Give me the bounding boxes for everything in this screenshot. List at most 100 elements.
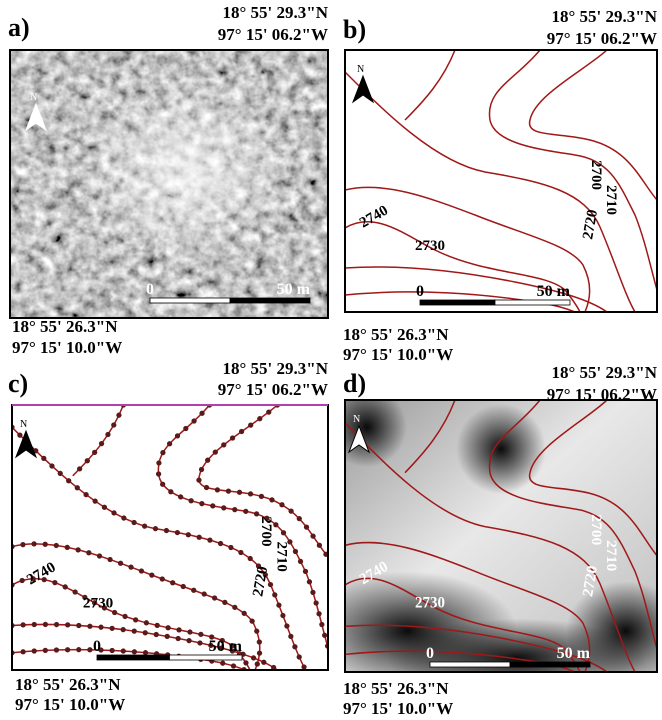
contour-point [75, 485, 80, 490]
contour-point [54, 647, 59, 652]
contour-point [272, 592, 277, 597]
contour-point [197, 640, 202, 645]
contour-point [111, 422, 116, 427]
contour-point [97, 553, 102, 558]
contour-point [238, 550, 243, 555]
contour-point [191, 418, 196, 423]
contour-point [111, 510, 116, 515]
contour-label: 2730 [415, 238, 445, 254]
contour-point [160, 450, 165, 455]
scale-label: 0 [93, 638, 101, 655]
contour-point [54, 543, 59, 548]
contour-point [63, 584, 68, 589]
contour-point [221, 442, 226, 447]
coordinate: 18° 55' 26.3"N [343, 325, 449, 344]
contour-point [175, 433, 180, 438]
scale-bar [150, 298, 230, 303]
contour-point [32, 622, 37, 627]
scale-label: 50 m [277, 281, 311, 298]
relief-light [10, 50, 328, 318]
contour-point [222, 600, 227, 605]
contour-point [243, 660, 248, 665]
scale-label: 50 m [209, 638, 243, 655]
contour-point [32, 648, 37, 653]
contour-point [288, 634, 293, 639]
scale-label: 0 [426, 645, 434, 662]
contour-point [204, 485, 209, 490]
contour-point [20, 622, 25, 627]
contour-point [232, 507, 237, 512]
contour-point [257, 650, 262, 655]
contour-point [248, 422, 253, 427]
contour-point [288, 508, 293, 513]
contour-point [143, 650, 148, 655]
map: 27402730272027102700N050 m [9, 402, 330, 672]
contour-point [76, 623, 81, 628]
coordinate: 18° 55' 26.3"N [343, 679, 449, 698]
contour-point [176, 636, 181, 641]
contour-point [66, 478, 71, 483]
scale-bar [170, 655, 243, 660]
contour-point [87, 624, 92, 629]
contour-point [257, 416, 262, 421]
coordinate: 18° 55' 26.3"N [15, 675, 121, 694]
coordinate: 97° 15' 06.2"W [218, 25, 328, 44]
contour-point [121, 627, 126, 632]
page: {"panels": [ {"label": "a)", "top_right"… [0, 0, 662, 720]
contour-point [160, 576, 165, 581]
panel: c)18° 55' 29.3"N97° 15' 06.2"W18° 55' 26… [8, 359, 330, 714]
scale-bar [430, 662, 510, 667]
panel: a)18° 55' 29.3"N97° 15' 06.2"W18° 55' 26… [8, 3, 329, 357]
contour-point [183, 426, 188, 431]
contour-point [17, 432, 22, 437]
contour-point [153, 526, 158, 531]
contour-point [168, 489, 173, 494]
contour-point [167, 441, 172, 446]
panel-label: d) [343, 369, 366, 398]
contour-point [316, 611, 321, 616]
contour-point [31, 541, 36, 546]
contour-point [218, 541, 223, 546]
contour-point [292, 644, 297, 649]
contour-point [99, 441, 104, 446]
scale-label: 0 [416, 283, 424, 300]
coordinate: 18° 55' 29.3"N [552, 363, 658, 382]
contour-point [49, 463, 54, 468]
contour-point [83, 492, 88, 497]
contour-point [178, 494, 183, 499]
contour-point [186, 532, 191, 537]
contour-point [170, 580, 175, 585]
contour-point [266, 409, 271, 414]
contour-point [109, 626, 114, 631]
scale-bar [495, 300, 570, 305]
contour-point [128, 565, 133, 570]
contour-point [205, 458, 210, 463]
contour-point [249, 618, 254, 623]
contour-point [116, 413, 121, 418]
contour-label: 2700 [258, 516, 275, 547]
contour-point [196, 478, 201, 483]
contour-point [248, 556, 253, 561]
contour-point [255, 661, 260, 666]
contour-point [105, 432, 110, 437]
coordinate: 97° 15' 10.0"W [12, 338, 122, 357]
contour-point [133, 617, 138, 622]
contour-point [54, 622, 59, 627]
scale-label: 50 m [537, 283, 571, 300]
contour-point [259, 494, 264, 499]
scale-label: 0 [146, 281, 154, 298]
contour-point [242, 611, 247, 616]
contour-point [20, 542, 25, 547]
contour-point [132, 628, 137, 633]
contour-point [202, 591, 207, 596]
coordinate: 97° 15' 06.2"W [547, 29, 657, 48]
contour-point [248, 491, 253, 496]
contour-point [165, 634, 170, 639]
scale-bar [510, 662, 590, 667]
contour-point [301, 664, 306, 669]
contour-point [188, 498, 193, 503]
contour-point [121, 648, 126, 653]
contour-point [43, 542, 48, 547]
